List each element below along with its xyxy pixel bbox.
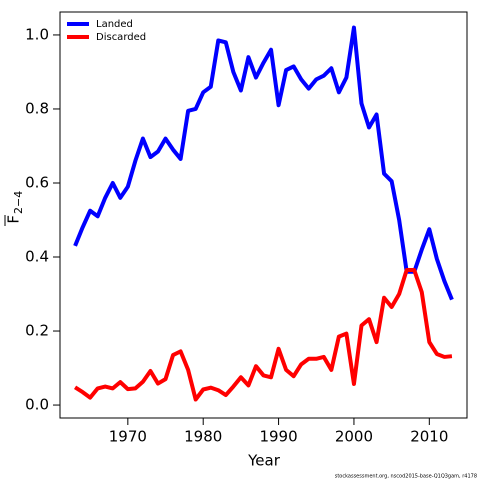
- x-tick-label: 2010: [410, 428, 448, 446]
- y-tick-label: 0.6: [25, 173, 49, 191]
- x-tick-label: 1970: [109, 428, 147, 446]
- series-line: [73, 25, 454, 301]
- y-tick-label: 0.2: [25, 322, 49, 340]
- legend-label: Landed: [96, 19, 133, 30]
- y-axis-label: F 2−4: [4, 191, 25, 226]
- x-tick-label: 1990: [259, 428, 297, 446]
- y-label-base: F: [5, 215, 23, 224]
- y-tick-label: 0.8: [25, 99, 49, 117]
- series-line: [73, 267, 453, 402]
- y-tick-label: 0.4: [25, 248, 49, 266]
- y-label-subscript: 2−4: [12, 191, 25, 214]
- y-tick-label: 0.0: [25, 396, 49, 414]
- footnote: stockassessment.org, nscod2015-base-Q1Q3…: [335, 474, 477, 480]
- y-tick-label: 1.0: [25, 25, 49, 43]
- plot-box: [59, 11, 468, 419]
- x-tick-label: 1980: [184, 428, 222, 446]
- legend-label: Discarded: [96, 32, 146, 43]
- x-axis-label: Year: [247, 452, 281, 470]
- x-tick-label: 2000: [335, 428, 373, 446]
